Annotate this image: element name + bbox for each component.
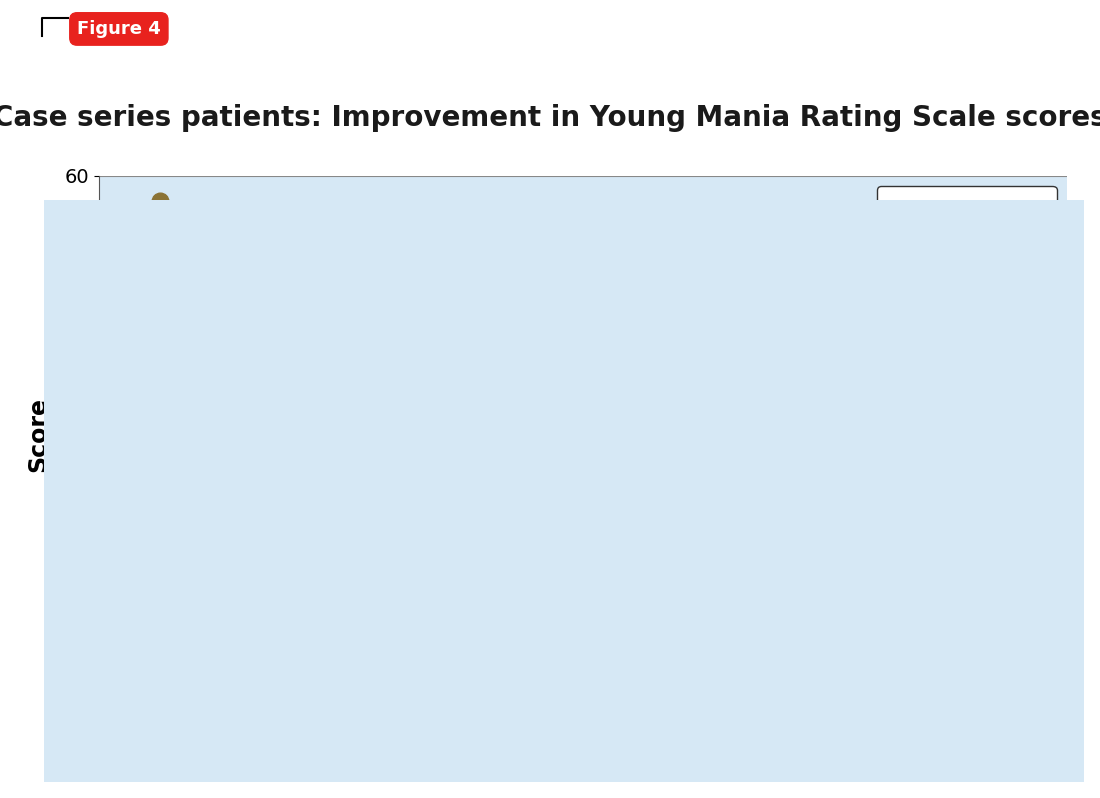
Case 1 bbox=[153, 413, 166, 422]
Case 2 bbox=[153, 196, 166, 206]
Line: Case 1: Case 1 bbox=[151, 409, 894, 625]
Text: Case series patients: Improvement in Young Mania Rating Scale scores: Case series patients: Improvement in You… bbox=[0, 104, 1100, 132]
Line: Case 2: Case 2 bbox=[151, 193, 561, 564]
Y-axis label: Score: Score bbox=[26, 397, 51, 472]
Case 1 bbox=[879, 611, 892, 621]
Legend: Case 1, Case 2, Case 3: Case 1, Case 2, Case 3 bbox=[877, 186, 1057, 310]
X-axis label: Days in hospital: Days in hospital bbox=[476, 737, 690, 760]
Text: Figure 4: Figure 4 bbox=[77, 20, 161, 38]
Case 2 bbox=[546, 551, 559, 561]
